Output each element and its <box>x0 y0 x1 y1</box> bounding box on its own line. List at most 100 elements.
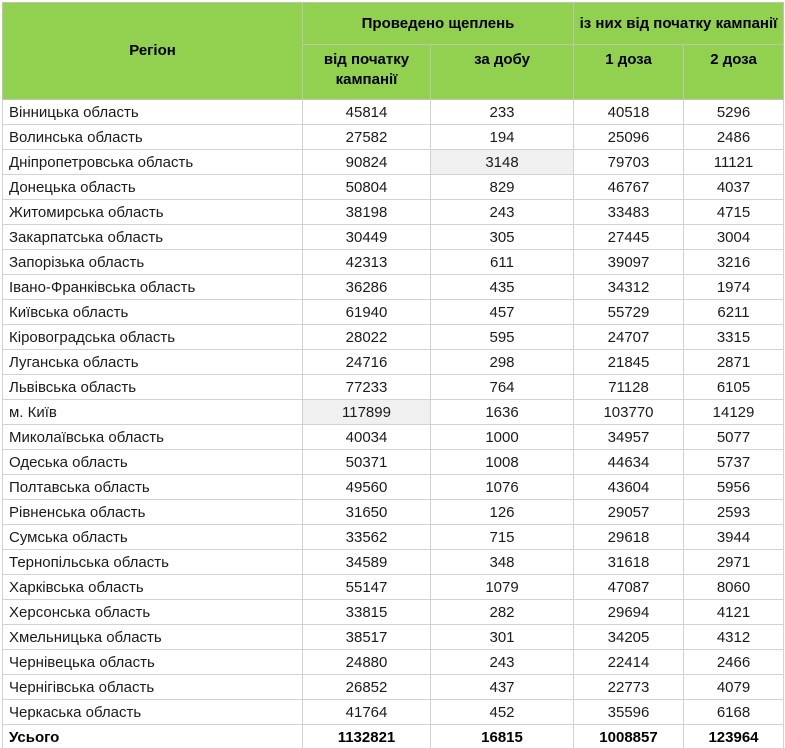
region-cell: Черкаська область <box>2 699 303 725</box>
value-cell: 117899 <box>302 399 431 425</box>
value-cell: 22773 <box>573 674 684 700</box>
table-row: Волинська область 27582 194 25096 2486 <box>2 124 784 150</box>
value-cell: 2466 <box>683 649 784 675</box>
table-row: Івано-Франківська область 36286 435 34312 19… <box>2 274 784 300</box>
value-cell: 50804 <box>302 174 431 200</box>
region-cell: Дніпропетровська область <box>2 149 303 175</box>
value-cell: 55729 <box>573 299 684 325</box>
table-row: Донецька область 50804 829 46767 4037 <box>2 174 784 200</box>
region-cell: Херсонська область <box>2 599 303 625</box>
value-cell: 49560 <box>302 474 431 500</box>
table-row: Миколаївська область 40034 1000 34957 5077 <box>2 424 784 450</box>
value-cell: 715 <box>430 524 574 550</box>
value-cell: 5077 <box>683 424 784 450</box>
value-cell: 305 <box>430 224 574 250</box>
region-cell: Волинська область <box>2 124 303 150</box>
value-cell: 24707 <box>573 324 684 350</box>
value-cell: 3315 <box>683 324 784 350</box>
value-cell: 4715 <box>683 199 784 225</box>
column-header-dose-2: 2 доза <box>683 44 784 100</box>
total-row: Усього 1132821 16815 1008857 123964 <box>2 724 784 748</box>
value-cell: 452 <box>430 699 574 725</box>
value-cell: 8060 <box>683 574 784 600</box>
region-cell: Закарпатська область <box>2 224 303 250</box>
value-cell: 77233 <box>302 374 431 400</box>
column-group-of-them-since-campaign: із них від початку кампанії <box>573 2 784 45</box>
value-cell: 36286 <box>302 274 431 300</box>
value-cell: 4121 <box>683 599 784 625</box>
value-cell: 33562 <box>302 524 431 550</box>
value-cell: 11121 <box>683 149 784 175</box>
value-cell: 2486 <box>683 124 784 150</box>
value-cell: 71128 <box>573 374 684 400</box>
value-cell: 301 <box>430 624 574 650</box>
value-cell: 79703 <box>573 149 684 175</box>
total-since-campaign-start: 1132821 <box>302 724 431 748</box>
value-cell: 764 <box>430 374 574 400</box>
region-cell: Житомирська область <box>2 199 303 225</box>
value-cell: 4037 <box>683 174 784 200</box>
value-cell: 38517 <box>302 624 431 650</box>
value-cell: 29694 <box>573 599 684 625</box>
table-row: Полтавська область 49560 1076 43604 5956 <box>2 474 784 500</box>
value-cell: 298 <box>430 349 574 375</box>
value-cell: 35596 <box>573 699 684 725</box>
value-cell: 61940 <box>302 299 431 325</box>
value-cell: 40034 <box>302 424 431 450</box>
value-cell: 50371 <box>302 449 431 475</box>
region-cell: Луганська область <box>2 349 303 375</box>
value-cell: 6211 <box>683 299 784 325</box>
region-cell: Хмельницька область <box>2 624 303 650</box>
value-cell: 595 <box>430 324 574 350</box>
value-cell: 1000 <box>430 424 574 450</box>
value-cell: 348 <box>430 549 574 575</box>
value-cell: 34957 <box>573 424 684 450</box>
table-row: Сумська область 33562 715 29618 3944 <box>2 524 784 550</box>
region-cell: Одеська область <box>2 449 303 475</box>
table-row: Одеська область 50371 1008 44634 5737 <box>2 449 784 475</box>
region-cell: Чернівецька область <box>2 649 303 675</box>
table-row: Харківська область 55147 1079 47087 8060 <box>2 574 784 600</box>
region-cell: м. Київ <box>2 399 303 425</box>
table-body: Вінницька область 45814 233 40518 5296 Волинс… <box>2 99 784 725</box>
region-cell: Київська область <box>2 299 303 325</box>
value-cell: 33815 <box>302 599 431 625</box>
value-cell: 90824 <box>302 149 431 175</box>
value-cell: 4079 <box>683 674 784 700</box>
column-header-dose-1: 1 доза <box>573 44 684 100</box>
region-cell: Вінницька область <box>2 99 303 125</box>
table-row: Закарпатська область 30449 305 27445 3004 <box>2 224 784 250</box>
region-cell: Тернопільська область <box>2 549 303 575</box>
table-row: Тернопільська область 34589 348 31618 2971 <box>2 549 784 575</box>
value-cell: 22414 <box>573 649 684 675</box>
table-header: Регіон Проведено щеплень із них від поча… <box>2 2 784 100</box>
value-cell: 1974 <box>683 274 784 300</box>
table-row: Львівська область 77233 764 71128 6105 <box>2 374 784 400</box>
value-cell: 6168 <box>683 699 784 725</box>
value-cell: 829 <box>430 174 574 200</box>
region-cell: Івано-Франківська область <box>2 274 303 300</box>
table-row: Київська область 61940 457 55729 6211 <box>2 299 784 325</box>
region-cell: Запорізька область <box>2 249 303 275</box>
value-cell: 24880 <box>302 649 431 675</box>
total-dose-1: 1008857 <box>573 724 684 748</box>
value-cell: 103770 <box>573 399 684 425</box>
region-cell: Рівненська область <box>2 499 303 525</box>
value-cell: 33483 <box>573 199 684 225</box>
value-cell: 3216 <box>683 249 784 275</box>
value-cell: 38198 <box>302 199 431 225</box>
value-cell: 26852 <box>302 674 431 700</box>
value-cell: 42313 <box>302 249 431 275</box>
value-cell: 243 <box>430 199 574 225</box>
table-row: м. Київ 117899 1636 103770 14129 <box>2 399 784 425</box>
column-header-per-day: за добу <box>430 44 574 100</box>
value-cell: 27582 <box>302 124 431 150</box>
value-cell: 28022 <box>302 324 431 350</box>
value-cell: 46767 <box>573 174 684 200</box>
table-row: Запорізька область 42313 611 39097 3216 <box>2 249 784 275</box>
value-cell: 3944 <box>683 524 784 550</box>
value-cell: 39097 <box>573 249 684 275</box>
value-cell: 31618 <box>573 549 684 575</box>
value-cell: 21845 <box>573 349 684 375</box>
